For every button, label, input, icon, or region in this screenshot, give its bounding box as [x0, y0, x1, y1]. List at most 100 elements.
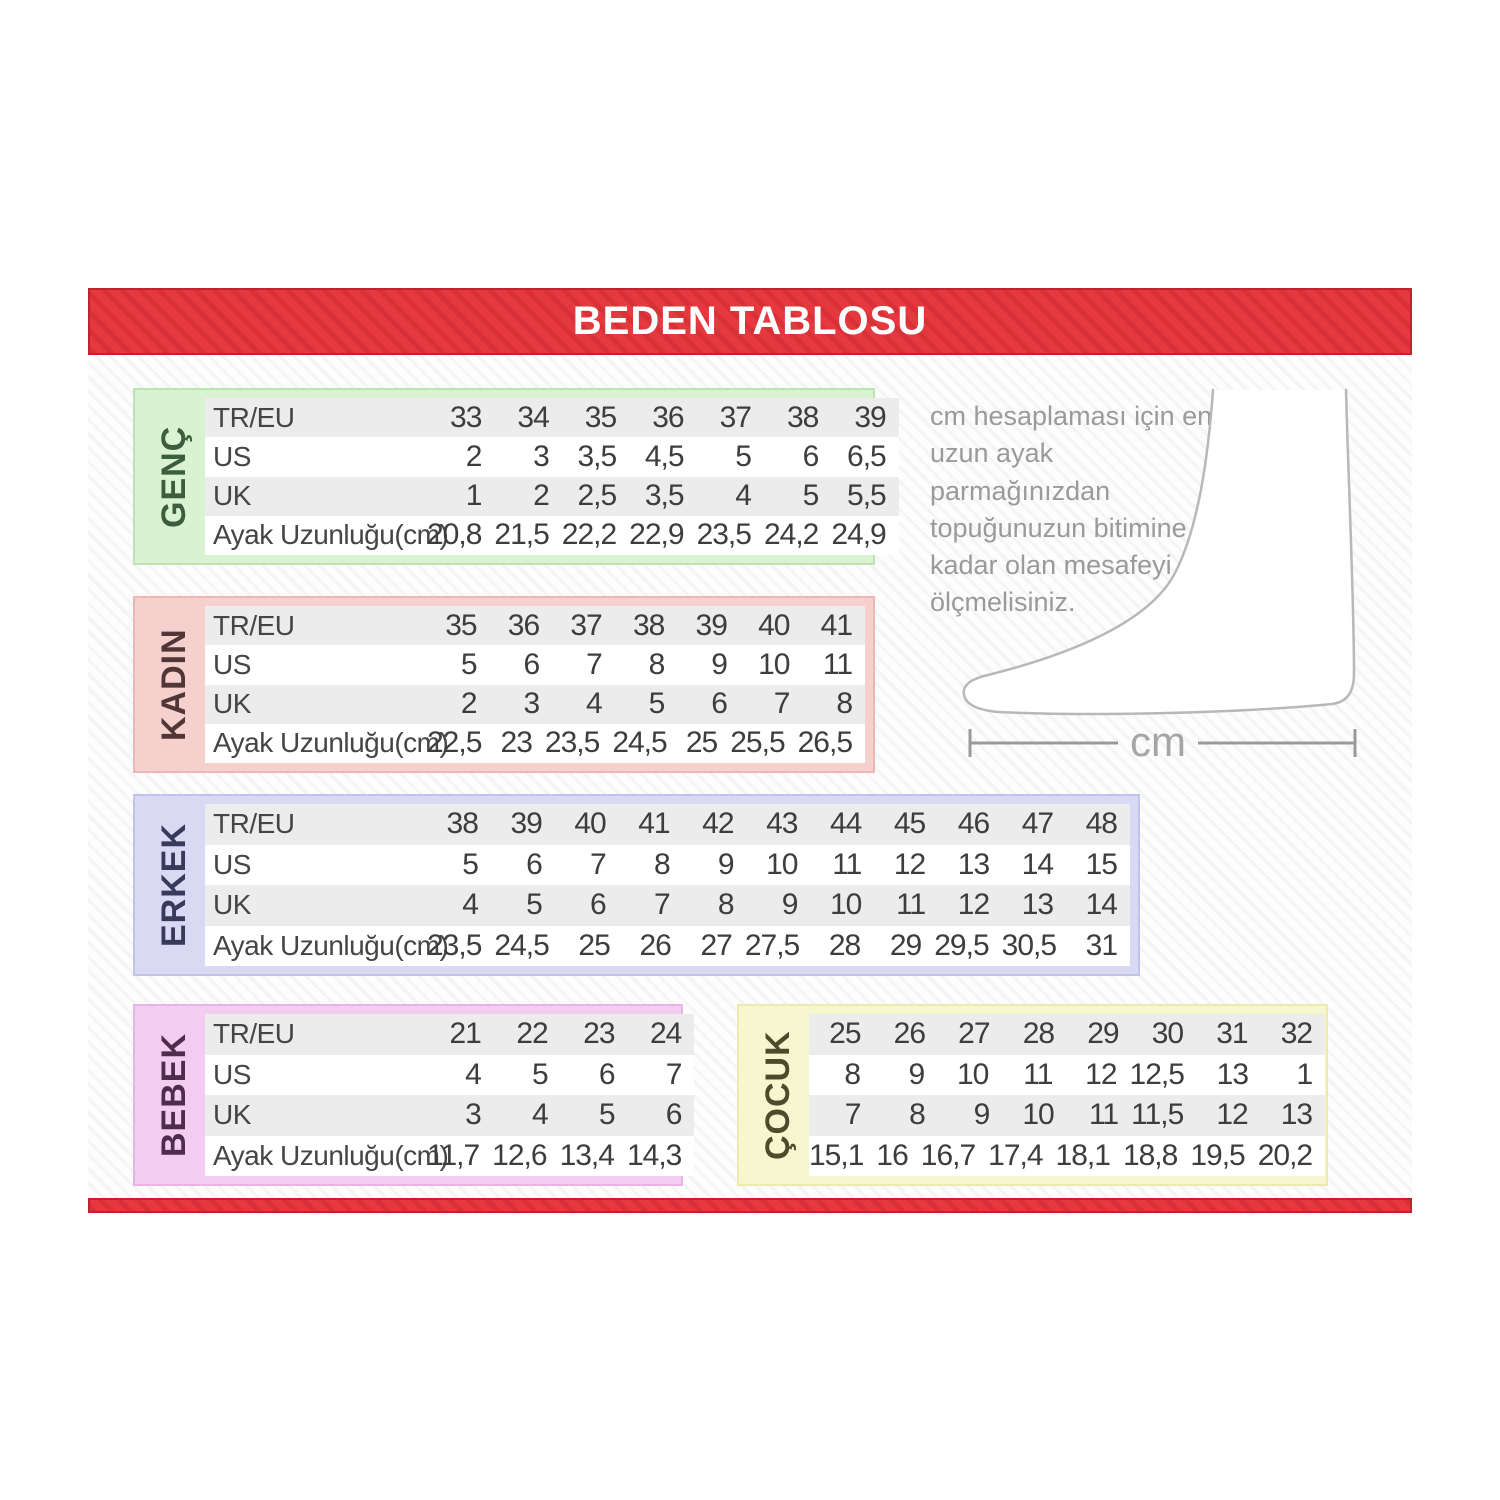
size-value: 28 [1022, 1017, 1055, 1051]
size-value: 26 [639, 928, 671, 962]
size-value: 18,8 [1122, 1138, 1178, 1172]
size-grid: TR/EU 35 36 37 38 39 40 41 US 5 6 7 8 9 10 11 UK 2 3 4 5 6 7 8 A… [205, 606, 865, 763]
cm-unit-label: cm [1130, 718, 1186, 765]
size-value: 39 [854, 400, 886, 434]
size-value: 22,5 [427, 726, 482, 760]
size-value: 35 [445, 608, 477, 642]
size-value: 35 [584, 400, 617, 434]
size-value: 19,5 [1190, 1138, 1245, 1172]
size-value: 8 [717, 888, 735, 922]
size-value: 11,5 [1131, 1098, 1184, 1132]
size-value: 48 [1085, 807, 1118, 841]
size-value: 13 [957, 847, 990, 881]
size-value: 27,5 [744, 928, 800, 962]
size-value: 6 [802, 439, 820, 473]
row-label: UK [213, 889, 251, 921]
size-value: 9 [908, 1057, 926, 1091]
size-table-bebek: BEBEK TR/EU 21 22 23 24 US 4 5 6 7 UK 3 4 5 6 Ayak Uzun… [133, 1004, 695, 1186]
size-value: 2 [533, 479, 550, 513]
size-value: 25 [829, 1017, 861, 1051]
table-row: 7 8 9 10 11 11,5 12 13 [809, 1095, 1326, 1136]
size-value: 24,5 [494, 928, 549, 962]
size-table-genc: GENÇ TR/EU 33 34 35 36 37 38 39 US 2 3 3,5 4,5 5 6 6,5 U… [133, 388, 899, 565]
table-row: US 2 3 3,5 4,5 5 6 6,5 [205, 437, 899, 477]
table-category-label: ERKEK [155, 822, 193, 948]
size-value: 16 [876, 1138, 908, 1172]
size-value: 3 [523, 687, 540, 721]
size-value: 2 [465, 439, 483, 473]
table-category-label: GENÇ [155, 425, 193, 528]
size-value: 10 [1022, 1098, 1054, 1132]
size-value: 4 [586, 687, 603, 721]
size-table-cocuk: ÇOCUK 25 26 27 28 29 30 31 32 8 9 10 11 12 12,5 13 1 7 8 9… [737, 1004, 1328, 1186]
size-value: 4,5 [644, 439, 685, 473]
size-grid: 25 26 27 28 29 30 31 32 8 9 10 11 12 12,5 13 1 7 8 9 10 11 11… [809, 1014, 1326, 1176]
size-table-erkek: ERKEK TR/EU 38 39 40 41 42 43 44 45 46 47 48 US 5 6 7 8 9… [133, 794, 1140, 976]
table-row: 8 9 10 11 12 12,5 13 1 [809, 1054, 1326, 1095]
size-value: 12,6 [492, 1138, 547, 1172]
size-value: 25 [578, 928, 610, 962]
size-value: 37 [570, 608, 602, 642]
size-value: 8 [836, 687, 853, 721]
size-value: 6 [526, 847, 543, 881]
size-value: 40 [758, 608, 790, 642]
table-row: US 5 6 7 8 9 10 11 12 13 14 15 [205, 844, 1130, 885]
size-value: 13 [1216, 1057, 1249, 1091]
row-label: TR/EU [213, 808, 295, 840]
size-value: 47 [1021, 807, 1054, 841]
size-value: 20,8 [427, 518, 482, 552]
size-value: 1 [465, 479, 483, 513]
size-value: 6 [711, 687, 728, 721]
table-row: TR/EU 35 36 37 38 39 40 41 [205, 606, 865, 646]
size-value: 37 [719, 400, 752, 434]
size-value: 23,5 [696, 518, 752, 552]
foot-outline-illustration: cm [962, 388, 1357, 765]
row-label: Ayak Uzunluğu(cm) [213, 519, 449, 551]
size-value: 5 [462, 847, 479, 881]
size-value: 33 [450, 400, 482, 434]
size-value: 30,5 [1001, 928, 1057, 962]
size-value: 7 [844, 1098, 862, 1132]
size-value: 5,5 [847, 479, 887, 513]
row-label: US [213, 440, 251, 472]
size-grid: TR/EU 21 22 23 24 US 4 5 6 7 UK 3 4 5 6 Ayak Uzunluğu(c… [205, 1014, 695, 1176]
size-value: 22,9 [629, 518, 684, 552]
table-row: Ayak Uzunluğu(cm) 11,7 12,6 13,4 14,3 [205, 1135, 695, 1176]
size-value: 6 [598, 1057, 616, 1091]
size-value: 23,5 [427, 928, 482, 962]
size-value: 31 [1216, 1017, 1248, 1051]
size-value: 31 [1085, 928, 1118, 962]
size-value: 23 [583, 1017, 615, 1051]
size-value: 44 [829, 807, 862, 841]
size-value: 12 [957, 888, 990, 922]
size-value: 12 [1216, 1098, 1248, 1132]
size-value: 5 [802, 479, 820, 513]
size-value: 14 [1021, 847, 1054, 881]
size-value: 10 [766, 847, 798, 881]
size-value: 8 [648, 647, 666, 681]
size-chart-infographic: BEDEN TABLOSU GENÇ TR/EU 33 34 35 36 37 38 39 US… [88, 288, 1412, 1213]
size-value: 6 [665, 1098, 683, 1132]
row-label: Ayak Uzunluğu(cm) [213, 1139, 449, 1171]
size-value: 13 [1021, 888, 1054, 922]
size-value: 25 [685, 726, 718, 760]
row-label: UK [213, 480, 251, 512]
size-value: 11,7 [427, 1138, 480, 1172]
size-value: 27 [958, 1017, 990, 1051]
size-grid: TR/EU 33 34 35 36 37 38 39 US 2 3 3,5 4,5 5 6 6,5 UK 1 2 2,… [205, 398, 899, 555]
size-value: 21,5 [494, 518, 549, 552]
size-value: 30 [1151, 1017, 1184, 1051]
size-value: 9 [711, 647, 728, 681]
size-value: 22,2 [561, 518, 617, 552]
table-row: TR/EU 21 22 23 24 [205, 1014, 695, 1055]
size-table-kadin: KADIN TR/EU 35 36 37 38 39 40 41 US 5 6 7 8 9 10 11 UK 2 3… [133, 596, 875, 773]
table-category-label: KADIN [155, 628, 193, 741]
size-value: 5 [532, 1057, 549, 1091]
size-value: 6 [590, 888, 607, 922]
size-value: 21 [449, 1017, 481, 1051]
header-bar: BEDEN TABLOSU [88, 288, 1412, 355]
size-value: 10 [829, 888, 862, 922]
size-value: 26 [893, 1017, 926, 1051]
size-value: 28 [828, 928, 861, 962]
row-label: TR/EU [213, 1018, 295, 1050]
